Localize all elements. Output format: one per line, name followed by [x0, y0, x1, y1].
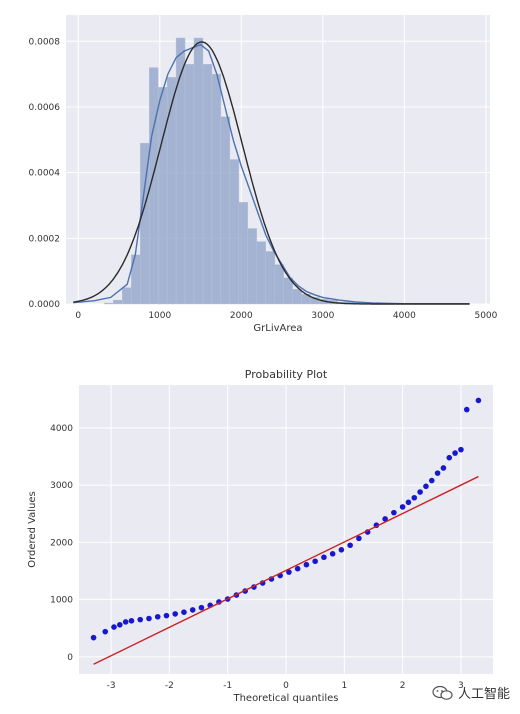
qq-point: [391, 509, 397, 516]
y-tick-label: 0.0006: [29, 103, 61, 113]
qq-point: [163, 612, 170, 619]
histogram-bar: [122, 287, 132, 305]
qq-point: [137, 616, 144, 623]
qq-point: [312, 558, 318, 565]
qq-point: [411, 494, 418, 501]
qq-point: [111, 624, 117, 630]
x-tick-label: 3000: [311, 311, 334, 321]
histogram-bar: [184, 64, 195, 305]
y-tick-label: 4000: [50, 424, 73, 434]
histogram-bar: [211, 73, 222, 305]
x-tick-label: 2000: [230, 311, 253, 321]
qq-point: [102, 628, 109, 635]
qq-point: [122, 619, 129, 625]
qq-point: [189, 607, 196, 613]
histogram-bar: [274, 264, 284, 305]
qq-point: [154, 613, 161, 620]
histogram-bar: [193, 37, 204, 305]
histogram-bar: [283, 277, 293, 305]
histogram-bar: [157, 87, 168, 305]
y-tick-label: 1000: [50, 596, 73, 606]
qq-point: [428, 477, 435, 484]
y-tick-label: 0.0000: [29, 300, 61, 310]
histogram-bar: [166, 77, 177, 305]
watermark-text: 人工智能: [457, 687, 510, 702]
kde-curve: [73, 43, 470, 305]
qq-point: [405, 499, 412, 506]
qq-point: [475, 397, 482, 404]
qq-point: [417, 489, 423, 495]
histogram-bar: [292, 289, 302, 305]
qq-point: [458, 446, 464, 453]
watermark: 人工智能: [432, 683, 510, 702]
y-tick-label: 0.0008: [29, 37, 61, 47]
qq-point: [347, 542, 353, 549]
histogram-bar: [202, 64, 213, 305]
qq-point: [382, 516, 388, 522]
y-tick-label: 0.0004: [29, 169, 61, 179]
qq-point: [338, 547, 345, 553]
qq-point: [303, 561, 310, 568]
qq-point: [329, 551, 336, 557]
y-tick-label: 3000: [50, 481, 73, 491]
y-axis-label: Ordered Values: [27, 491, 38, 568]
qq-point: [146, 615, 152, 622]
qq-point: [434, 470, 441, 476]
histogram-bar: [229, 159, 240, 305]
plot-area: [66, 15, 490, 304]
qq-fit-line: [93, 475, 479, 665]
qq-point: [356, 535, 362, 542]
qq-point: [286, 569, 292, 575]
x-tick-label: -1: [223, 681, 232, 691]
normal-fit-curve: [73, 41, 470, 305]
histogram-bar: [220, 116, 231, 305]
x-axis-label: GrLivArea: [253, 323, 302, 334]
histogram-bar: [256, 241, 266, 305]
x-tick-label: 0: [283, 681, 289, 691]
x-tick-label: 5000: [474, 311, 497, 321]
qq-point: [128, 617, 135, 624]
qq-point: [463, 406, 470, 413]
qq-point: [440, 465, 447, 471]
x-tick-label: 4000: [393, 311, 416, 321]
qq-point: [423, 483, 429, 490]
x-tick-label: 2: [400, 681, 406, 691]
probability-plot-chart: -3 -2 -1 0 1 2 3 0 1000 2000 3000 4000 Theoretical q…: [27, 368, 493, 704]
qq-point: [198, 604, 205, 611]
x-tick-label: 3: [458, 681, 464, 691]
y-tick-label: 0: [67, 653, 73, 663]
wechat-logo-icon: [432, 685, 453, 700]
y-tick-label: 0.0002: [29, 234, 61, 244]
x-tick-label: 0: [75, 311, 81, 321]
histogram-bar: [175, 37, 186, 305]
x-tick-label: -2: [165, 681, 174, 691]
qq-point: [452, 450, 458, 456]
x-axis-label: Theoretical quantiles: [232, 693, 338, 704]
qq-point: [181, 609, 187, 615]
x-tick-label: 1: [341, 681, 347, 691]
qq-point: [399, 504, 406, 510]
x-tick-label: -3: [107, 681, 116, 691]
histogram-bar: [104, 302, 114, 305]
qq-point: [321, 554, 327, 561]
histogram-bar: [247, 228, 257, 305]
histogram-chart: 0 1000 2000 3000 4000 5000 0.0000 0.0002 0.0004 0…: [29, 15, 498, 334]
qq-point: [90, 634, 97, 641]
qq-point: [446, 454, 453, 461]
x-tick-label: 1000: [148, 311, 171, 321]
chart-title: Probability Plot: [245, 368, 328, 381]
qq-point: [294, 565, 301, 572]
histogram-bar: [238, 201, 249, 305]
histogram-bar: [265, 251, 275, 305]
qq-point: [172, 611, 179, 617]
qq-point: [117, 621, 123, 628]
y-tick-label: 2000: [50, 538, 73, 548]
histogram-bar: [113, 299, 123, 305]
